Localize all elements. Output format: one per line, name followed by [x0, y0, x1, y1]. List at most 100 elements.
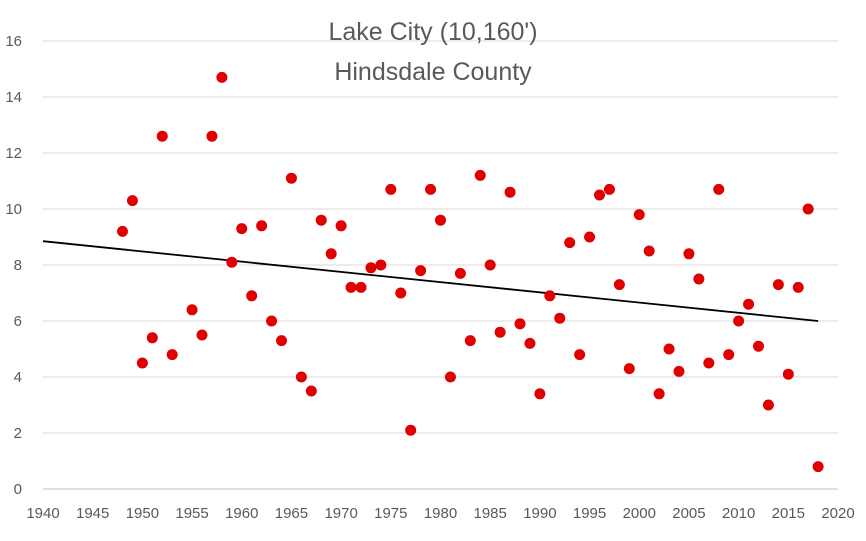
- data-point: [256, 220, 268, 232]
- data-point: [504, 186, 516, 198]
- data-point: [564, 237, 576, 249]
- data-point: [156, 130, 168, 142]
- data-point: [544, 290, 556, 302]
- x-tick-label: 1940: [26, 505, 59, 522]
- data-point: [285, 172, 297, 184]
- data-point: [613, 279, 625, 291]
- data-point: [792, 281, 804, 293]
- data-point: [782, 368, 794, 380]
- y-tick-label: 16: [5, 33, 22, 50]
- y-tick-label: 14: [5, 89, 22, 106]
- data-point: [653, 388, 665, 400]
- data-point: [295, 371, 307, 383]
- data-point: [693, 273, 705, 285]
- data-point: [703, 357, 715, 369]
- data-point: [524, 337, 536, 349]
- trendline: [42, 240, 819, 322]
- chart-title-line-1: Lake City (10,160'): [328, 18, 537, 46]
- data-point: [206, 130, 218, 142]
- x-tick-label: 1960: [225, 505, 258, 522]
- x-tick-label: 1965: [275, 505, 308, 522]
- data-point: [713, 183, 725, 195]
- data-point: [594, 189, 605, 201]
- data-point: [325, 248, 337, 260]
- data-point: [484, 259, 496, 271]
- data-point: [216, 71, 228, 83]
- y-tick-label: 12: [5, 145, 22, 162]
- data-point: [385, 183, 397, 195]
- data-point: [355, 281, 367, 293]
- data-point: [365, 262, 377, 274]
- y-tick-label: 0: [14, 481, 22, 498]
- x-tick-label: 1945: [76, 505, 109, 522]
- data-point: [226, 256, 238, 268]
- data-point: [623, 363, 635, 375]
- y-tick-label: 4: [14, 369, 22, 386]
- data-point: [375, 259, 387, 271]
- data-point: [733, 315, 745, 327]
- data-point: [474, 169, 486, 181]
- data-point: [146, 332, 158, 344]
- data-point: [663, 343, 675, 355]
- gridlines: [43, 40, 838, 490]
- data-point: [117, 225, 128, 237]
- data-point: [802, 203, 814, 215]
- x-tick-label: 1980: [424, 505, 457, 522]
- data-point: [574, 349, 586, 361]
- data-point: [136, 357, 148, 369]
- data-point: [315, 214, 327, 226]
- x-tick-label: 2015: [772, 505, 805, 522]
- chart-title-line-2: Hindsdale County: [334, 58, 532, 86]
- x-tick-label: 2000: [623, 505, 656, 522]
- data-point: [395, 287, 407, 299]
- data-points: [117, 71, 824, 473]
- data-point: [772, 279, 784, 291]
- y-tick-label: 6: [14, 313, 22, 330]
- data-point: [126, 195, 138, 207]
- data-point: [335, 220, 347, 232]
- data-point: [753, 340, 764, 352]
- data-point: [554, 312, 566, 324]
- y-tick-label: 8: [14, 257, 22, 274]
- data-point: [643, 245, 655, 257]
- x-tick-label: 2005: [672, 505, 705, 522]
- data-point: [435, 214, 446, 226]
- x-tick-label: 1950: [126, 505, 159, 522]
- data-point: [196, 329, 208, 341]
- x-axis-ticks: 1940 1945 1950 1955 1960 1965 1970 1975 1980 1985…: [26, 505, 854, 522]
- data-point: [166, 349, 178, 361]
- data-point: [444, 371, 456, 383]
- y-tick-label: 10: [5, 201, 22, 218]
- data-point: [514, 318, 526, 330]
- data-point: [236, 223, 248, 235]
- data-point: [494, 326, 506, 338]
- data-point: [425, 183, 437, 195]
- data-point: [534, 388, 546, 400]
- data-point: [405, 424, 417, 436]
- data-point: [345, 281, 357, 293]
- x-tick-label: 2010: [722, 505, 755, 522]
- data-point: [415, 265, 427, 277]
- x-tick-label: 1975: [374, 505, 407, 522]
- x-tick-label: 1970: [324, 505, 357, 522]
- data-point: [812, 461, 824, 473]
- data-point: [276, 335, 287, 347]
- data-point: [246, 290, 258, 302]
- x-tick-label: 1990: [523, 505, 556, 522]
- data-point: [186, 304, 198, 316]
- data-point: [633, 209, 645, 221]
- data-point: [673, 365, 685, 377]
- x-tick-label: 1985: [474, 505, 507, 522]
- data-point: [683, 248, 695, 260]
- data-point: [454, 267, 466, 279]
- trendline-layer: [42, 240, 819, 322]
- data-point: [266, 315, 278, 327]
- x-tick-label: 1995: [573, 505, 606, 522]
- data-point: [762, 399, 774, 411]
- data-point: [723, 349, 735, 361]
- y-tick-label: 2: [14, 425, 22, 442]
- y-axis-ticks: 0 2 4 6 8 10 12 14 16: [5, 33, 22, 498]
- data-point: [584, 231, 596, 243]
